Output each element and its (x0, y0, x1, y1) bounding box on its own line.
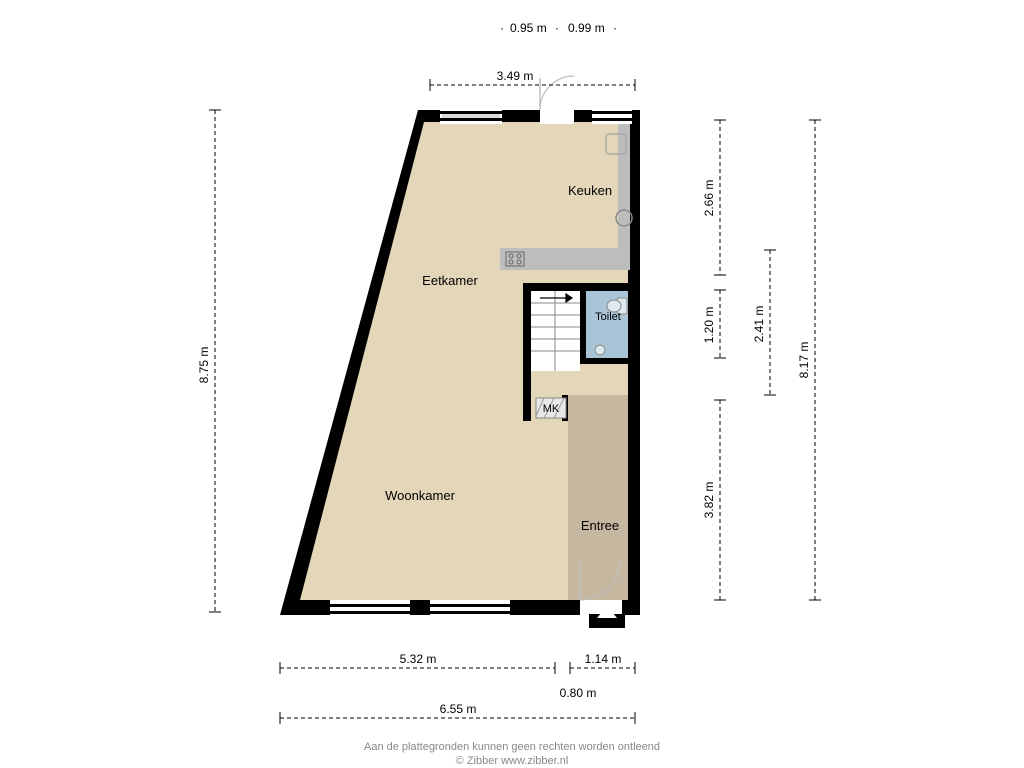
footer-line2: © Zibber www.zibber.nl (456, 755, 569, 767)
kitchen-counter-right (618, 122, 630, 270)
label-mk: MK (543, 403, 560, 415)
label-keuken: Keuken (568, 183, 612, 198)
label-toilet: Toilet (595, 311, 621, 323)
inner-wall-mid (580, 291, 586, 361)
toilet-sink-icon (595, 345, 605, 355)
svg-text:·: · (613, 21, 617, 35)
dim-rm: 2.41 m (752, 306, 766, 343)
dim-top-small: · 0.95 m · 0.99 m · (500, 21, 617, 35)
dim-top-main-label: 3.49 m (497, 69, 534, 83)
label-woonkamer: Woonkamer (385, 488, 456, 503)
footer-line1: Aan de plattegronden kunnen geen rechten… (364, 741, 660, 753)
dim-b3: 0.80 m (560, 686, 597, 700)
dim-b4: 6.55 m (440, 702, 477, 716)
inner-wall-under-toilet (580, 358, 635, 364)
dim-r2: 1.20 m (702, 307, 716, 344)
dim-top-1: 0.95 m (510, 21, 547, 35)
dim-r3: 3.82 m (702, 482, 716, 519)
dim-r1: 2.66 m (702, 180, 716, 217)
dim-top-2: 0.99 m (568, 21, 605, 35)
dim-b1: 5.32 m (400, 652, 437, 666)
label-eetkamer: Eetkamer (422, 273, 478, 288)
kitchen-counter-bottom (500, 248, 630, 270)
dim-top-main: 3.49 m (430, 69, 635, 91)
dim-right-inner: 2.66 m 1.20 m 3.82 m (702, 120, 726, 600)
dim-left-label: 8.75 m (197, 347, 211, 384)
dim-left: 8.75 m (197, 110, 221, 612)
svg-text:·: · (500, 21, 504, 35)
dim-ro: 8.17 m (797, 342, 811, 379)
inner-wall-left (523, 283, 531, 421)
dim-right-mid: 2.41 m (752, 250, 776, 395)
footer: Aan de plattegronden kunnen geen rechten… (364, 741, 660, 767)
dim-bottom: 5.32 m 1.14 m 0.80 m 6.55 m (280, 652, 635, 724)
dim-b2: 1.14 m (585, 652, 622, 666)
dim-right-outer: 8.17 m (797, 120, 821, 600)
label-entree: Entree (581, 518, 619, 533)
inner-wall-top (523, 283, 635, 291)
door-arc-top (540, 76, 574, 110)
svg-text:·: · (555, 21, 559, 35)
floorplan: Keuken Eetkamer Toilet Woonkamer Entree … (0, 0, 1024, 768)
